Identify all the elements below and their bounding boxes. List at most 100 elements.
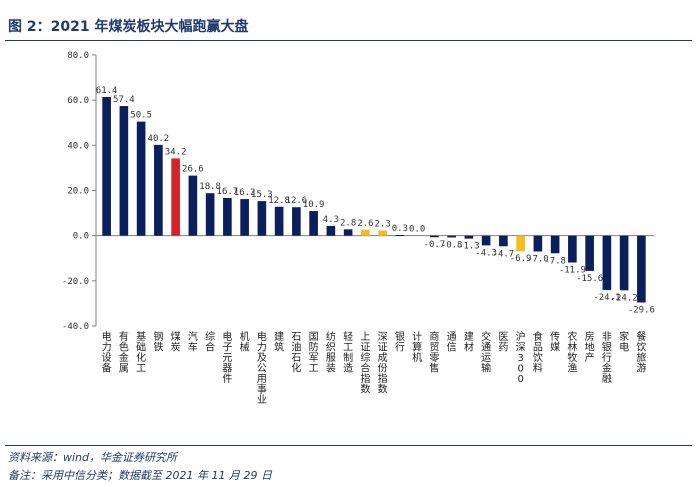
data-label: 2.6 xyxy=(357,219,373,229)
category-label: 房地产 xyxy=(585,330,595,364)
bar xyxy=(464,235,474,239)
bar xyxy=(343,229,353,236)
data-label: 61.4 xyxy=(96,86,118,96)
y-tick-label: -40.0 xyxy=(62,322,89,332)
data-label: -4.3 xyxy=(475,248,497,258)
data-label: 12.6 xyxy=(286,196,308,206)
remark-note: 备注：采用中信分类；数据截至 2021 年 11 月 29 日 xyxy=(8,469,272,482)
data-label: 16.2 xyxy=(234,188,256,198)
category-label: 综合 xyxy=(205,330,215,354)
bar xyxy=(240,199,249,236)
data-label: 0.3 xyxy=(392,224,408,234)
bar xyxy=(585,235,594,271)
data-label: 18.8 xyxy=(199,182,221,192)
category-label: 食品饮料 xyxy=(533,330,543,375)
category-label: 电子元器件 xyxy=(222,330,232,385)
data-label: 10.9 xyxy=(303,200,325,210)
bar xyxy=(395,234,405,236)
source-note: 资料来源：wind，华金证券研究所 xyxy=(8,451,178,464)
category-label: 家电 xyxy=(619,330,629,354)
data-label: 57.4 xyxy=(113,95,135,105)
bar xyxy=(568,235,577,263)
bar xyxy=(516,235,525,252)
category-label: 商贸零售 xyxy=(429,330,439,375)
category-label: 机械 xyxy=(240,330,250,354)
data-label: -6.9 xyxy=(510,254,532,264)
bar xyxy=(361,229,370,236)
data-label: 34.2 xyxy=(165,147,187,157)
category-label: 基础化工 xyxy=(136,330,146,375)
category-label: 沪深 3 0 0 xyxy=(516,330,526,385)
data-label: -24.2 xyxy=(611,293,638,303)
category-label: 钢铁 xyxy=(153,330,163,354)
bar xyxy=(481,235,491,246)
bar xyxy=(619,235,629,291)
chart-title: 图 2：2021 年煤炭板块大幅跑赢大盘 xyxy=(8,19,249,35)
category-label: 石油石化 xyxy=(291,332,301,375)
category-label: 建材 xyxy=(464,330,474,354)
y-tick-label: 0.0 xyxy=(73,232,89,242)
bar xyxy=(274,206,284,236)
bar xyxy=(533,235,543,252)
bar xyxy=(154,144,163,236)
footer-divider xyxy=(5,445,692,446)
bar xyxy=(499,235,508,247)
bar xyxy=(171,158,180,236)
data-label: 40.2 xyxy=(148,134,170,144)
data-label: -1.3 xyxy=(458,242,480,252)
data-label: -0.8 xyxy=(441,240,463,250)
data-label: -7.0 xyxy=(527,254,549,264)
y-tick-label: 20.0 xyxy=(67,187,89,197)
bar xyxy=(205,193,215,236)
data-label: 15.3 xyxy=(251,190,273,200)
title-divider xyxy=(5,40,692,41)
data-label: -0.7 xyxy=(424,240,446,250)
bar xyxy=(602,235,612,291)
data-label: 16.7 xyxy=(217,187,239,197)
bar xyxy=(257,201,267,236)
bar xyxy=(309,211,318,236)
category-label: 传媒 xyxy=(550,331,560,354)
bar xyxy=(326,225,336,236)
bar xyxy=(188,175,198,236)
bar xyxy=(550,235,560,254)
y-tick-label: 60.0 xyxy=(67,96,89,106)
bar xyxy=(447,235,456,238)
y-tick-label: 80.0 xyxy=(67,51,89,61)
bar xyxy=(378,230,387,236)
data-label: -29.6 xyxy=(628,306,655,316)
data-label: -24.1 xyxy=(593,293,620,303)
bar xyxy=(637,235,646,303)
data-label: 26.6 xyxy=(182,165,204,175)
data-label: -11.9 xyxy=(559,266,586,276)
data-label: -7.8 xyxy=(544,256,566,266)
y-tick-label: -20.0 xyxy=(62,277,89,287)
data-label: -15.6 xyxy=(576,274,603,284)
data-label: 2.8 xyxy=(340,218,356,228)
category-label: 有色金属 xyxy=(119,330,129,375)
category-label: 深证成份指数 xyxy=(378,331,388,396)
category-label: 农林牧渔 xyxy=(567,330,577,375)
y-tick-label: 40.0 xyxy=(67,141,89,151)
data-label: 2.3 xyxy=(374,219,390,229)
data-label: -4.7 xyxy=(493,249,515,259)
bar xyxy=(136,121,146,236)
category-label: 煤炭 xyxy=(171,330,181,354)
category-label: 汽车 xyxy=(188,330,198,354)
category-label: 非银行金融 xyxy=(602,331,612,385)
category-label: 计算机 xyxy=(412,330,422,364)
category-label: 国防军工 xyxy=(309,331,319,375)
bar xyxy=(223,197,232,236)
bar xyxy=(102,97,111,236)
category-label: 建筑 xyxy=(274,330,284,354)
data-label: 12.8 xyxy=(268,196,290,206)
category-label: 交通运输 xyxy=(481,330,491,375)
data-label: 0.0 xyxy=(409,225,425,235)
category-label: 轻工制造 xyxy=(343,330,353,375)
data-label: 4.3 xyxy=(323,215,339,225)
category-label: 上证综合指数 xyxy=(360,331,370,396)
bar xyxy=(119,106,129,236)
data-label: 50.5 xyxy=(130,111,152,121)
bar xyxy=(292,207,301,236)
